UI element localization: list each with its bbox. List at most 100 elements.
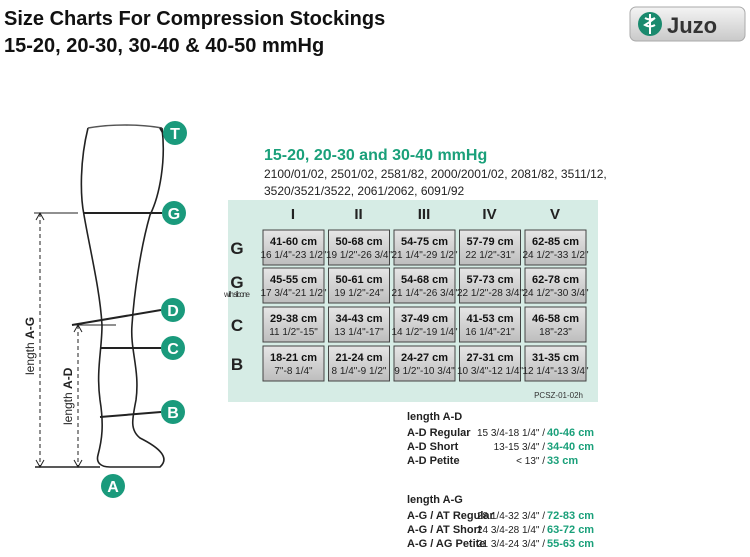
length-inch: 13-15 3/4" / [494, 442, 546, 453]
measure-line [99, 411, 162, 418]
length-code: A-G [23, 317, 37, 339]
cell-inch: 10 3/4"-12 1/4" [457, 366, 523, 377]
cell-inch: 9 1/2"-10 3/4" [394, 366, 455, 377]
size-cell [459, 345, 521, 382]
cell-cm: 21-24 cm [335, 352, 382, 364]
length-row-label: A-G / AT Regular [407, 510, 495, 522]
cell-inch: 12 1/4"-13 3/4" [522, 366, 588, 377]
cell-inch: 14 1/2"-19 1/4" [391, 327, 457, 338]
model-list: 3520/3521/3522, 2061/2062, 6091/92 [264, 184, 465, 198]
length-label: length A-D [61, 367, 75, 425]
size-cell [393, 306, 456, 343]
length-cm: 72-83 cm [547, 510, 594, 522]
size-cell [262, 345, 325, 382]
logo-text: Juzo [667, 13, 717, 38]
cell-cm: 41-60 cm [270, 236, 317, 248]
size-cell [328, 267, 390, 304]
cell-cm: 57-79 cm [466, 236, 513, 248]
cell-inch: 13 1/4"-17" [334, 327, 384, 338]
cell-cm: 50-68 cm [335, 236, 382, 248]
point-label: G [168, 206, 180, 223]
point-label: C [167, 341, 179, 358]
cell-inch: 21 1/4"-26 3/4" [391, 288, 457, 299]
cell-inch: 21 1/4"-29 1/2" [391, 250, 457, 261]
point-label: B [167, 405, 179, 422]
cell-inch: 17 3/4"-21 1/2" [260, 288, 326, 299]
length-row-label: A-G / AG Petite [407, 538, 485, 550]
size-cell [524, 345, 587, 382]
cell-inch: 7"-8 1/4" [274, 366, 313, 377]
cell-cm: 54-75 cm [401, 236, 448, 248]
cell-inch: 16 1/4"-23 1/2" [260, 250, 326, 261]
size-cell [459, 229, 521, 266]
cell-inch: 24 1/2"-33 1/2" [522, 250, 588, 261]
arrow [73, 459, 83, 469]
size-cell [524, 267, 587, 304]
point-marker [161, 400, 185, 424]
size-cell [262, 306, 325, 343]
cell-cm: 50-61 cm [335, 274, 382, 286]
cell-cm: 37-49 cm [401, 313, 448, 325]
point-marker [162, 201, 186, 225]
length-prefix: length [23, 342, 37, 375]
cell-cm: 27-31 cm [466, 352, 513, 364]
column-header: I [291, 206, 295, 223]
row-label: C [231, 316, 243, 335]
cell-cm: 57-73 cm [466, 274, 513, 286]
cell-cm: 34-43 cm [335, 313, 382, 325]
cell-cm: 62-85 cm [532, 236, 579, 248]
arrow [35, 459, 45, 469]
cell-cm: 18-21 cm [270, 352, 317, 364]
length-row-label: A-D Regular [407, 427, 471, 439]
length-inch: 21 3/4-24 3/4" / [477, 539, 545, 550]
length-cm: 34-40 cm [547, 441, 594, 453]
length-row-label: A-G / AT Short [407, 524, 482, 536]
cell-cm: 54-68 cm [401, 274, 448, 286]
subtitle: 15-20, 20-30, 30-40 & 40-50 mmHg [4, 35, 324, 57]
size-cell [459, 267, 521, 304]
column-header: V [550, 206, 560, 223]
cell-cm: 46-58 cm [532, 313, 579, 325]
table: 15-20, 20-30 and 30-40 mmHg 2100/01/02, 2… [223, 147, 607, 550]
cell-inch: 22 1/2"-31" [465, 250, 515, 261]
lengths-title: length A-D [407, 411, 462, 423]
point-marker [161, 336, 185, 360]
point-label: A [107, 479, 119, 496]
length-inch: 28 1/4-32 3/4" / [477, 511, 545, 522]
cell-cm: 24-27 cm [401, 352, 448, 364]
cell-inch: 24 1/2"-30 3/4" [522, 288, 588, 299]
column-header: III [418, 206, 431, 223]
point-label: T [170, 126, 180, 143]
size-cell [328, 345, 390, 382]
cell-inch: 22 1/2"-28 3/4" [457, 288, 523, 299]
chart-code: PCSZ-01-02h [534, 391, 583, 400]
size-cell [393, 345, 456, 382]
cell-inch: 8 1/4"-9 1/2" [332, 366, 387, 377]
model-list: 2100/01/02, 2501/02, 2581/82, 2000/2001/… [264, 167, 607, 181]
size-cell [328, 229, 390, 266]
cell-inch: 19 1/2"-24" [334, 288, 384, 299]
cell-cm: 45-55 cm [270, 274, 317, 286]
length-inch: 24 3/4-28 1/4" / [477, 525, 545, 536]
point-label: D [167, 303, 179, 320]
length-row-label: A-D Petite [407, 455, 460, 467]
row-note: with silicone [223, 290, 251, 299]
cell-cm: 31-35 cm [532, 352, 579, 364]
lengths-title: length A-G [407, 494, 463, 506]
size-cell [262, 229, 325, 266]
length-inch: 15 3/4-18 1/4" / [477, 428, 545, 439]
title: Size Charts For Compression Stockings [4, 8, 385, 30]
point-marker [163, 121, 187, 145]
row-label: G [230, 239, 243, 258]
length-cm: 40-46 cm [547, 427, 594, 439]
length-cm: 63-72 cm [547, 524, 594, 536]
cell-cm: 29-38 cm [270, 313, 317, 325]
length-prefix: length [61, 392, 75, 425]
logo: Juzo [629, 6, 746, 42]
table-heading: 15-20, 20-30 and 30-40 mmHg [264, 147, 487, 164]
size-cell [328, 306, 390, 343]
column-header: II [354, 206, 362, 223]
length-inch: < 13" / [516, 456, 545, 467]
